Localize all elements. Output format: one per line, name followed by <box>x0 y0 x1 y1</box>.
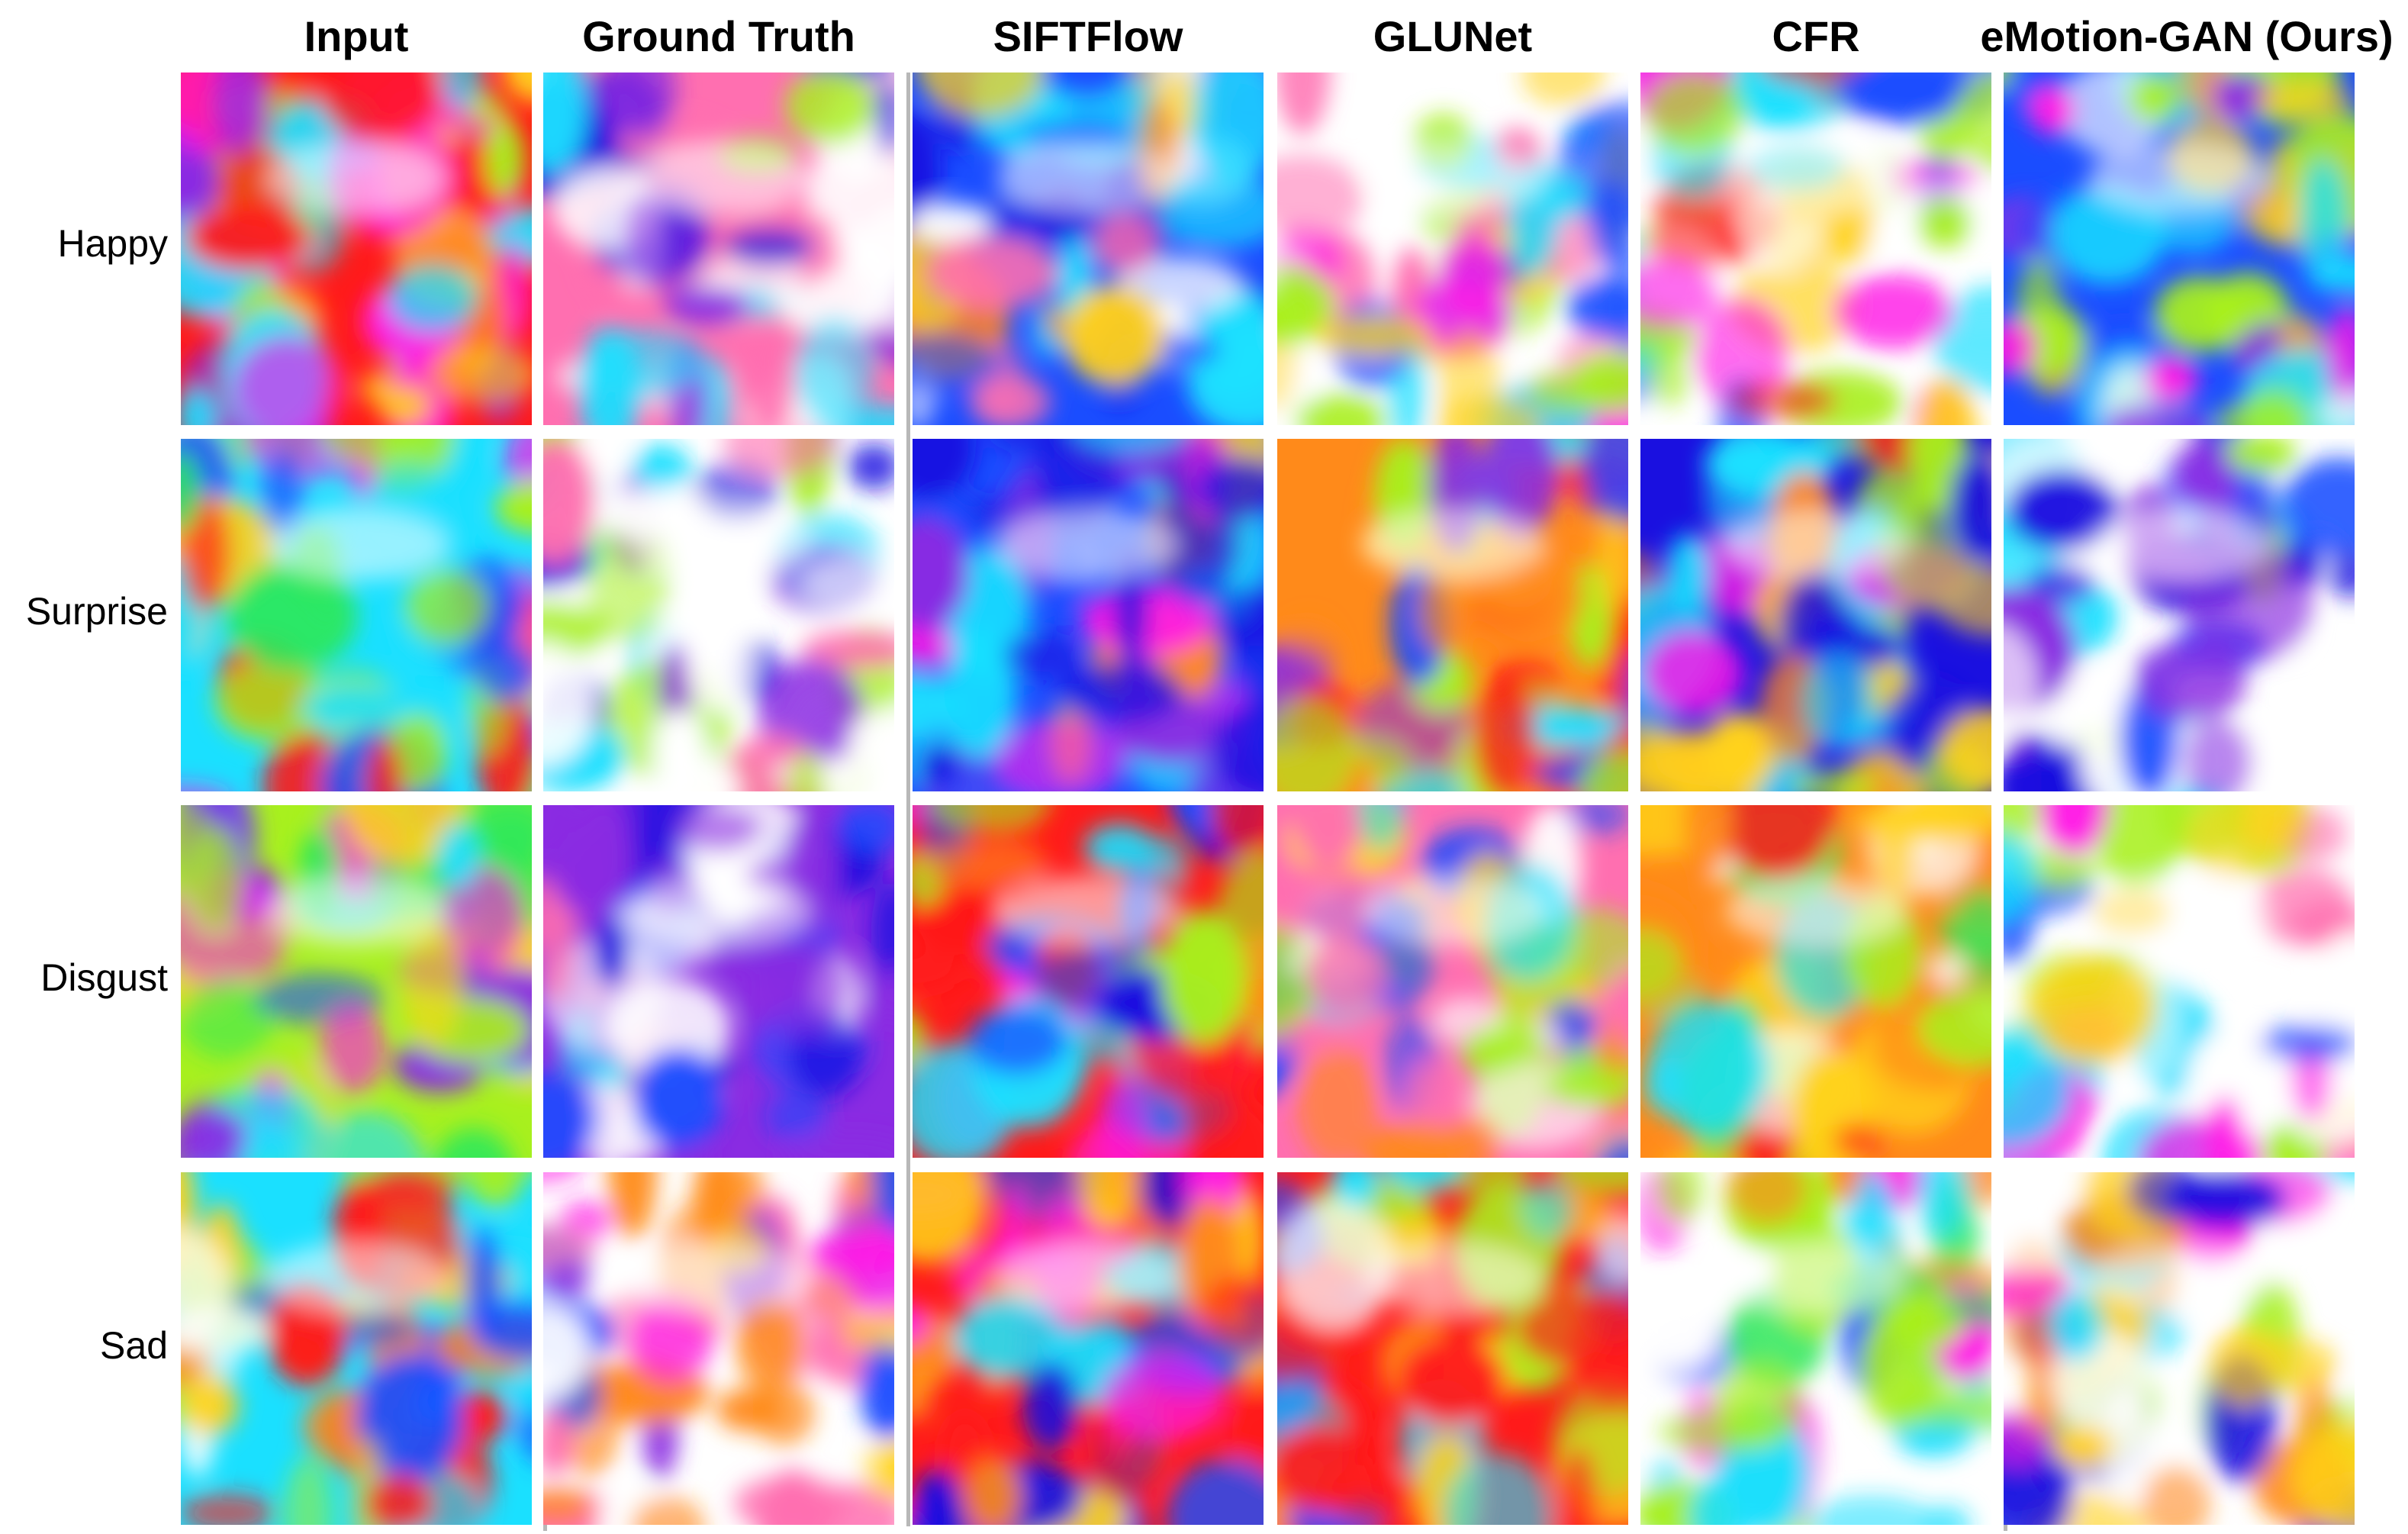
flow-tile-sad-input <box>181 1172 532 1525</box>
flow-field-image <box>181 73 532 425</box>
flow-field-image <box>1640 439 1991 791</box>
flow-tile-disgust-input <box>181 805 532 1158</box>
flow-field-image <box>181 805 532 1158</box>
flow-field-image <box>1277 73 1628 425</box>
flow-field-image <box>1277 805 1628 1158</box>
flow-tile-surprise-siftflow <box>913 439 1264 791</box>
column-header-glunet: GLUNet <box>1373 12 1533 60</box>
row-label-surprise: Surprise <box>25 590 168 633</box>
column-header-cfr: CFR <box>1772 12 1860 60</box>
row-label-disgust: Disgust <box>40 956 168 999</box>
flow-field-image <box>1640 1172 1991 1525</box>
row-label-happy: Happy <box>57 222 168 265</box>
flow-tile-surprise-emotion-gan <box>2004 439 2355 791</box>
flow-tile-surprise-input <box>181 439 532 791</box>
flow-field-image <box>543 439 894 791</box>
row-label-sad: Sad <box>100 1324 168 1367</box>
flow-field-image <box>1640 805 1991 1158</box>
flow-tile-happy-ground-truth <box>543 73 894 425</box>
flow-tile-happy-cfr <box>1640 73 1991 425</box>
flow-tile-sad-ground-truth <box>543 1172 894 1525</box>
flow-tile-disgust-siftflow <box>913 805 1264 1158</box>
flow-field-image <box>543 805 894 1158</box>
flow-tile-happy-glunet <box>1277 73 1628 425</box>
flow-field-image <box>181 439 532 791</box>
column-header-input: Input <box>304 12 409 60</box>
flow-tile-happy-siftflow <box>913 73 1264 425</box>
flow-field-image <box>913 1172 1264 1525</box>
flow-tile-happy-input <box>181 73 532 425</box>
flow-field-image <box>1277 439 1628 791</box>
flow-tile-sad-glunet <box>1277 1172 1628 1525</box>
flow-tile-disgust-emotion-gan <box>2004 805 2355 1158</box>
flow-field-image <box>913 805 1264 1158</box>
separator-line <box>906 73 910 1526</box>
flow-field-image <box>543 1172 894 1525</box>
flow-field-image <box>181 1172 532 1525</box>
flow-tile-sad-emotion-gan <box>2004 1172 2355 1525</box>
flow-field-image <box>2004 805 2355 1158</box>
flow-tile-surprise-cfr <box>1640 439 1991 791</box>
flow-field-image <box>543 73 894 425</box>
column-header-siftflow: SIFTFlow <box>993 12 1183 60</box>
column-header-emotion-gan: eMotion-GAN (Ours) <box>1980 12 2394 60</box>
flow-field-image <box>913 439 1264 791</box>
flow-tile-happy-emotion-gan <box>2004 73 2355 425</box>
flow-tile-disgust-ground-truth <box>543 805 894 1158</box>
flow-tile-sad-cfr <box>1640 1172 1991 1525</box>
flow-field-image <box>2004 439 2355 791</box>
flow-field-image <box>1640 73 1991 425</box>
flow-tile-surprise-ground-truth <box>543 439 894 791</box>
flow-field-image <box>913 73 1264 425</box>
flow-tile-surprise-glunet <box>1277 439 1628 791</box>
flow-tile-disgust-glunet <box>1277 805 1628 1158</box>
flow-field-image <box>2004 73 2355 425</box>
flow-field-image <box>1277 1172 1628 1525</box>
column-header-ground-truth: Ground Truth <box>582 12 855 60</box>
flow-field-image <box>2004 1172 2355 1525</box>
flow-tile-sad-siftflow <box>913 1172 1264 1525</box>
flow-tile-disgust-cfr <box>1640 805 1991 1158</box>
